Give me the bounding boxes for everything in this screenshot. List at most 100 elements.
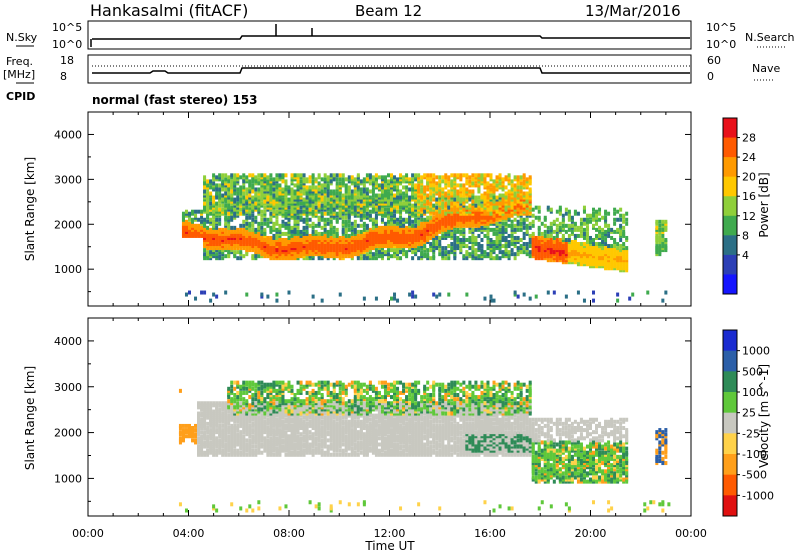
power-cell [622,231,626,236]
power-cell [377,237,381,242]
power-cell [257,250,261,255]
velocity-cell [200,434,204,439]
velocity-cell [269,419,273,424]
power-cell [661,237,665,242]
velocity-cell [242,434,246,439]
power-cell [308,195,312,200]
power-cell [206,256,210,261]
power-cell [257,179,261,184]
power-cell [441,203,445,208]
power-cell [552,229,556,234]
power-cell [341,250,345,255]
velocity-cell [224,421,228,426]
velocity-cell [181,430,185,435]
velocity-cell [248,417,252,422]
velocity-cell [203,407,207,412]
velocity-cell [212,444,216,449]
velocity-cell [236,382,240,387]
velocity-cell [266,438,270,443]
power-cell [377,205,381,210]
power-cell [338,183,342,188]
power-cell [616,227,620,232]
power-cell [311,213,315,218]
power-cell [468,211,472,216]
power-cell [380,225,384,230]
power-cell [209,227,213,232]
power-cell [326,211,330,216]
power-cell [543,240,547,245]
velocity-cell [206,434,210,439]
power-cell [405,179,409,184]
power-cell [432,211,436,216]
power-cell [504,205,508,210]
velocity-cell [275,413,279,418]
power-cell [335,240,339,245]
velocity-cell [269,386,273,391]
power-cell [203,183,207,188]
power-cell [486,217,490,222]
power-cell [275,197,279,202]
power-cell [209,237,213,242]
power-cell [245,207,249,212]
power-cell [254,248,258,253]
power-cell [552,258,556,263]
velocity-cell [257,434,261,439]
power-cell [414,177,418,182]
power-cell [588,252,592,257]
power-cell [426,209,430,214]
power-cell [314,229,318,234]
velocity-cell [251,448,255,453]
power-cell [570,252,574,257]
power-cell [462,217,466,222]
power-cell [444,181,448,186]
velocity-cell [242,442,246,447]
power-cell [371,205,375,210]
power-cell [435,242,439,247]
power-cell [619,229,623,234]
power-cell [450,221,454,226]
power-cell [480,213,484,218]
power-cell [317,233,321,238]
power-cell [347,213,351,218]
power-cell [224,179,228,184]
velocity-cell [278,446,282,451]
power-cell [405,193,409,198]
power-cell [513,223,517,228]
power-cell [468,215,472,220]
velocity-cell [236,426,240,430]
power-cell [299,229,303,234]
velocity-cell [245,399,249,404]
velocity-cell [215,452,219,457]
power-cell [408,187,412,192]
power-cell [537,242,541,247]
power-cell [468,237,472,242]
power-cell [206,235,210,240]
power-cell [661,223,665,228]
power-cell [510,197,514,202]
power-cell [269,179,273,184]
power-cell [371,240,375,245]
power-cell [326,177,330,182]
power-cell [576,254,580,259]
power-cell [432,195,436,200]
velocity-cell [251,430,255,435]
power-cell [510,193,514,198]
velocity-cell [230,436,234,441]
power-cell [444,219,448,224]
power-cell [206,225,210,230]
velocity-cell [254,432,258,437]
power-cell [622,258,626,263]
power-cell [305,189,309,194]
power-cell [347,195,351,200]
power-cell [519,250,523,255]
power-cell [607,250,611,255]
power-cell [227,235,231,240]
power-cell [236,205,240,210]
power-cell [314,237,318,242]
power-cell [573,248,577,253]
power-cell [465,179,469,184]
power-cell [362,177,366,182]
velocity-cell [242,421,246,426]
power-cell [230,217,234,222]
velocity-cell [221,428,225,433]
